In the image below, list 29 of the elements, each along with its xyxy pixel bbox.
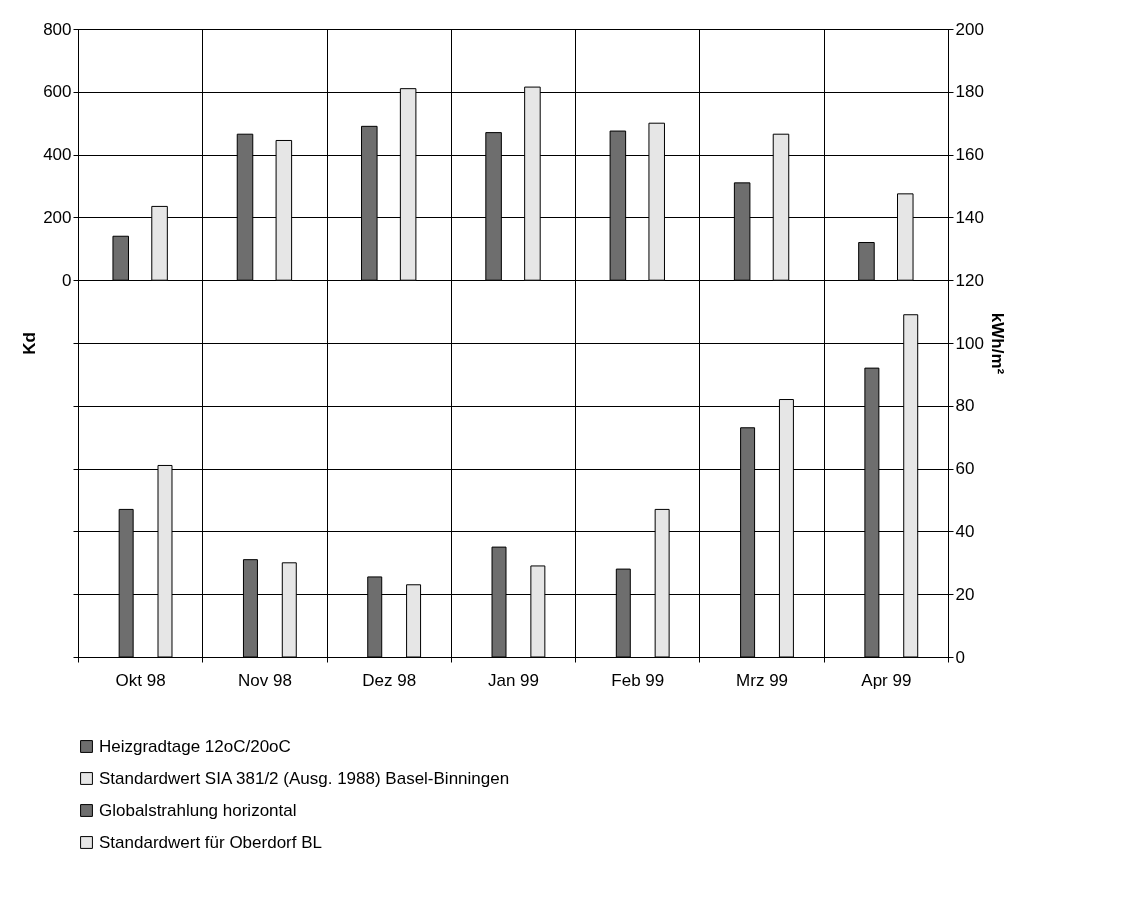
y2-tick-label: 200 (955, 19, 984, 39)
y2-tick-label: 180 (955, 82, 984, 102)
legend-label: Standardwert SIA 381/2 (Ausg. 1988) Basel-Binningen (99, 768, 510, 788)
y2-tick-label: 40 (955, 521, 975, 541)
y-tick-label: 200 (43, 207, 72, 227)
x-tick-label: Jan 99 (487, 670, 540, 690)
legend-label: Globalstrahlung horizontal (99, 800, 297, 820)
y2-tick-label: 160 (955, 145, 984, 165)
legend-label: Heizgradtage 12oC/20oC (99, 736, 291, 756)
y-axis-title: Kd (20, 332, 40, 355)
x-tick-label: Dez 98 (362, 670, 417, 690)
y2-tick-label: 0 (955, 647, 965, 667)
legend-label: Standardwert für Oberdorf BL (99, 832, 323, 852)
y2-tick-label: 120 (955, 270, 984, 290)
y-tick-label: 800 (43, 19, 72, 39)
y-tick-label: 0 (62, 270, 72, 290)
y2-tick-label: 60 (955, 459, 975, 479)
x-tick-label: Feb 99 (611, 670, 665, 690)
y2-tick-label: 100 (955, 333, 984, 353)
y2-tick-label: 80 (955, 396, 975, 416)
x-tick-label: Mrz 99 (736, 670, 789, 690)
y2-axis-title: kWh/m² (987, 312, 1007, 375)
x-tick-label: Okt 98 (115, 670, 166, 690)
y2-tick-label: 20 (955, 584, 975, 604)
x-tick-label: Nov 98 (237, 670, 292, 690)
x-tick-label: Apr 99 (861, 670, 912, 690)
y-tick-label: 400 (43, 145, 72, 165)
y2-tick-label: 140 (955, 207, 984, 227)
y-tick-label: 600 (43, 82, 72, 102)
